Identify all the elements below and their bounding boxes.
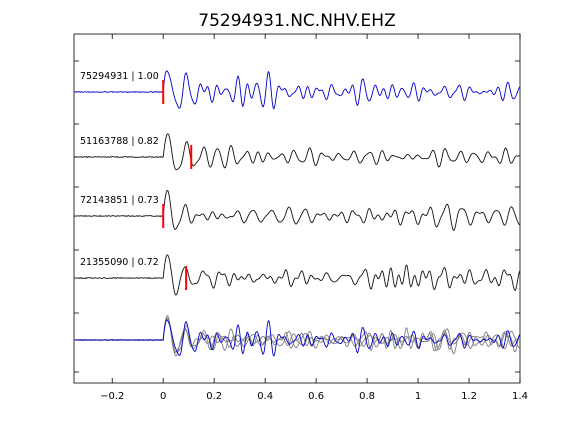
overlay-trace-72143851 (73, 314, 521, 355)
y-ticks (74, 60, 520, 373)
plot-frame (73, 33, 521, 384)
trace-label-75294931: 75294931 | 1.00 (80, 71, 159, 82)
x-tick-label-6: 1 (415, 391, 421, 402)
x-tick-label-8: 1.4 (512, 391, 528, 402)
x-ticks: −0.2 0 0.2 0.4 0.6 0.8 1 1.2 1.4 (100, 34, 528, 402)
trace-51163788 (73, 133, 521, 171)
x-tick-label-0: −0.2 (100, 391, 124, 402)
chart-title: 75294931.NC.NHV.EHZ (198, 11, 395, 31)
trace-label-21355090: 21355090 | 0.72 (80, 257, 159, 268)
x-tick-label-2: 0.2 (206, 391, 222, 402)
x-tick-label-4: 0.6 (308, 391, 324, 402)
trace-labels: 75294931 | 1.00 51163788 | 0.82 72143851 |… (80, 71, 159, 268)
trace-72143851 (73, 189, 521, 231)
traces (73, 70, 521, 296)
x-tick-label-3: 0.4 (257, 391, 273, 402)
trace-label-72143851: 72143851 | 0.73 (80, 195, 159, 206)
x-tick-label-5: 0.8 (359, 391, 375, 402)
trace-21355090 (73, 254, 521, 296)
overlay-stack (73, 314, 521, 357)
pick-markers (162, 80, 193, 290)
trace-75294931 (73, 70, 521, 110)
x-tick-label-7: 1.2 (461, 391, 477, 402)
trace-label-51163788: 51163788 | 0.82 (80, 136, 159, 147)
overlay-trace-75294931 (73, 319, 521, 357)
x-tick-label-1: 0 (160, 391, 166, 402)
